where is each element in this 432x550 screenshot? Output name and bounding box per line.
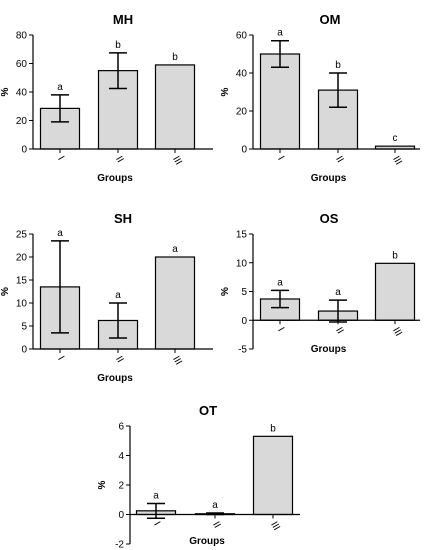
x-tick-label: III (390, 326, 404, 339)
y-axis-label: % (0, 87, 11, 96)
x-axis-label: Groups (311, 173, 347, 184)
y-tick-label: 60 (16, 59, 28, 70)
y-tick-label: 80 (16, 31, 28, 42)
y-tick-label: 40 (16, 88, 28, 99)
x-tick-label: I (55, 154, 66, 162)
y-axis-label: % (220, 87, 231, 96)
x-tick-label: I (275, 154, 286, 162)
x-tick-label: II (113, 354, 125, 364)
x-axis-label: Groups (311, 344, 347, 355)
significance-letter: a (212, 500, 218, 511)
significance-letter: a (335, 287, 341, 298)
chart-title: SH (114, 211, 132, 226)
y-tick-label: 0 (241, 145, 247, 156)
y-tick-label: 15 (236, 230, 248, 241)
bar (259, 53, 301, 150)
significance-letter: a (153, 490, 159, 501)
y-tick-label: 0 (118, 510, 124, 521)
bar (154, 256, 196, 350)
bar (154, 64, 196, 150)
y-axis-label: % (97, 480, 108, 489)
y-tick-label: 40 (236, 69, 248, 80)
x-tick-label: II (333, 154, 345, 164)
bar (252, 435, 294, 516)
y-tick-label: 0 (241, 316, 247, 327)
y-tick-label: -5 (238, 345, 247, 356)
y-axis-label: % (0, 287, 11, 296)
y-tick-label: 4 (118, 451, 124, 462)
y-tick-label: -2 (115, 540, 124, 550)
significance-letter: c (393, 133, 398, 144)
significance-letter: a (277, 277, 283, 288)
x-axis-label: Groups (97, 373, 133, 384)
significance-letter: a (57, 228, 63, 239)
y-tick-label: 60 (236, 31, 248, 42)
y-tick-label: 20 (236, 107, 248, 118)
chart-title: MH (113, 12, 133, 27)
y-tick-label: 5 (241, 287, 247, 298)
x-axis-label: Groups (97, 173, 133, 184)
significance-letter: a (115, 290, 121, 301)
significance-letter: b (115, 40, 121, 51)
significance-letter: b (172, 52, 178, 63)
significance-letter: b (270, 423, 276, 434)
y-tick-label: 6 (118, 422, 124, 433)
x-tick-label: I (55, 354, 66, 362)
significance-letter: a (57, 82, 63, 93)
y-tick-label: 0 (21, 345, 27, 356)
x-axis-label: Groups (189, 536, 225, 547)
significance-letter: b (392, 250, 398, 261)
y-tick-label: 5 (21, 322, 27, 333)
significance-letter: b (335, 60, 341, 71)
x-tick-label: I (275, 326, 286, 334)
y-tick-label: 15 (16, 276, 28, 287)
x-tick-label: III (268, 520, 282, 533)
x-tick-label: II (333, 326, 345, 336)
y-tick-label: 20 (16, 116, 28, 127)
chart-title: OM (320, 12, 341, 27)
y-tick-label: 2 (118, 481, 124, 492)
y-tick-label: 20 (16, 253, 28, 264)
significance-letter: a (172, 244, 178, 255)
significance-letter: a (277, 28, 283, 39)
x-tick-label: I (151, 520, 162, 528)
y-tick-label: 10 (16, 299, 28, 310)
x-tick-label: III (170, 354, 184, 367)
x-tick-label: II (210, 520, 222, 530)
chart-title: OS (320, 211, 339, 226)
bar (374, 262, 416, 321)
y-axis-label: % (220, 287, 231, 296)
x-tick-label: III (390, 154, 404, 167)
x-tick-label: II (113, 154, 125, 164)
y-tick-label: 10 (236, 258, 248, 269)
y-tick-label: 25 (16, 230, 28, 241)
chart-title: OT (199, 403, 217, 418)
x-tick-label: III (170, 154, 184, 167)
y-tick-label: 0 (21, 145, 27, 156)
